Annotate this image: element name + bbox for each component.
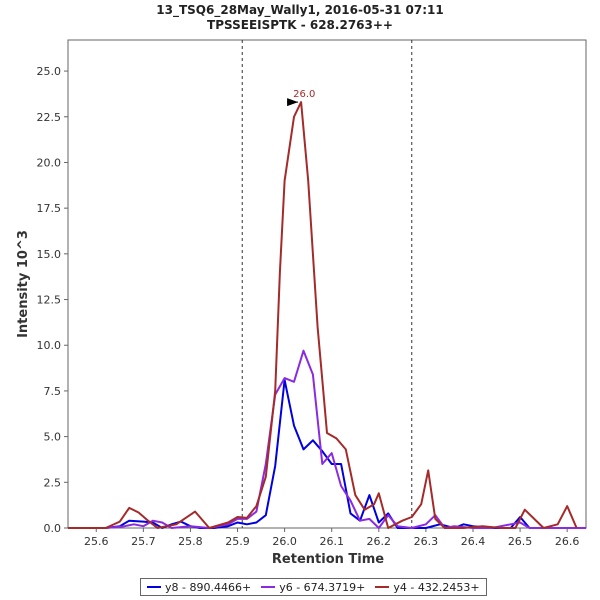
legend-item-y8[interactable]: y8 - 890.4466+ — [147, 581, 251, 594]
y-tick-label: 25.0 — [37, 65, 62, 78]
x-tick-label: 26.5 — [508, 535, 533, 548]
legend-label-y6: y6 - 674.3719+ — [279, 580, 366, 594]
y-axis-title: Intensity 10^3 — [16, 230, 31, 338]
series-line-y4 — [68, 101, 578, 529]
x-tick-label: 26.2 — [367, 535, 392, 548]
x-tick-label: 25.6 — [84, 535, 109, 548]
chart-subtitle: TPSSEEISPTK - 628.2763++ — [207, 18, 393, 32]
series-lines — [68, 101, 586, 529]
y-tick-label: 5.0 — [44, 431, 62, 444]
peak-label: 26.0 — [293, 89, 315, 100]
x-tick-label: 26.6 — [555, 535, 580, 548]
x-tick-label: 26.1 — [319, 535, 344, 548]
y-tick-label: 15.0 — [37, 248, 62, 261]
x-tick-label: 25.7 — [131, 535, 156, 548]
y-tick-label: 20.0 — [37, 156, 62, 169]
legend-item-y4[interactable]: y4 - 432.2453+ — [375, 580, 480, 594]
x-tick-label: 25.9 — [225, 535, 250, 548]
y-tick-label: 0.0 — [44, 522, 62, 535]
legend-label-y8: y8 - 890.4466+ — [165, 580, 252, 594]
series-line-y6 — [68, 349, 586, 529]
plot-area — [67, 39, 587, 529]
axis-ticks: 25.6 25.7 25.8 25.9 26.0 26.1 26.2 26.3 26.4 26.5… — [37, 65, 580, 548]
x-axis-title: Retention Time — [272, 552, 384, 567]
legend-swatch-y8 — [147, 586, 161, 588]
y-tick-label: 10.0 — [37, 339, 62, 352]
y-tick-label: 7.5 — [44, 385, 62, 398]
x-tick-label: 26.0 — [272, 535, 297, 548]
legend-item-y6[interactable]: y6 - 674.3719+ — [261, 581, 365, 594]
x-tick-label: 25.8 — [178, 535, 203, 548]
y-tick-label: 17.5 — [37, 202, 62, 215]
series-line-y8 — [68, 379, 586, 529]
y-tick-label: 22.5 — [37, 111, 62, 124]
x-tick-label: 26.4 — [461, 535, 486, 548]
legend-label-y4: y4 - 432.2453+ — [393, 580, 480, 594]
y-tick-label: 12.5 — [37, 294, 62, 307]
x-tick-label: 26.3 — [414, 535, 439, 548]
legend-swatch-y4 — [375, 586, 390, 588]
legend-swatch-y6 — [261, 586, 276, 588]
y-tick-label: 2.5 — [44, 476, 62, 489]
legend: y8 - 890.4466+ y6 - 674.3719+ y4 - 432.2… — [140, 578, 487, 596]
peak-annotation: 26.0 — [287, 89, 315, 107]
chart-title: 13_TSQ6_28May_Wally1, 2016-05-31 07:11 — [156, 3, 443, 18]
